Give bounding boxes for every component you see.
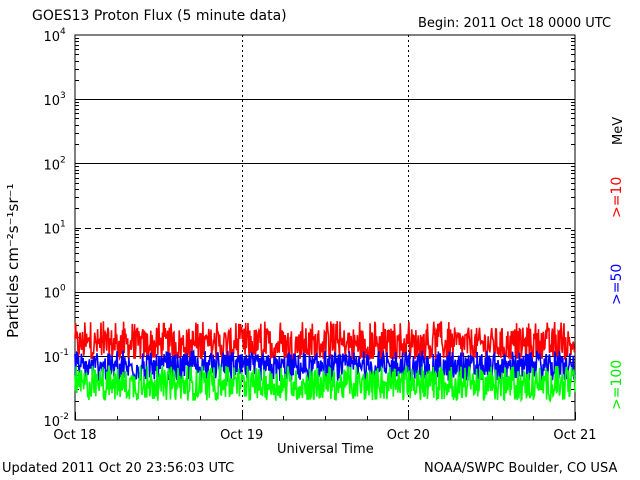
footer-updated: Updated 2011 Oct 20 23:56:03 UTC <box>2 461 235 476</box>
x-tick-labels: Oct 18 Oct 19 Oct 20 Oct 21 <box>53 428 596 443</box>
y-tick-exponent: -2 <box>60 412 69 422</box>
y-tick-label: 10 <box>43 158 60 173</box>
series-line-ge10 <box>74 321 576 362</box>
y-tick-label: 10 <box>43 94 60 109</box>
unit-label: MeV <box>611 116 626 145</box>
series-layer <box>74 321 576 403</box>
y-tick-label: 10 <box>43 351 60 366</box>
y-tick-label: 10 <box>43 30 60 45</box>
begin-label: Begin: 2011 Oct 18 0000 UTC <box>418 16 612 31</box>
x-tick-label: Oct 18 <box>53 428 96 443</box>
legend-series-10: >=10 <box>609 176 625 218</box>
y-tick-exponent: 2 <box>60 155 66 165</box>
y-tick-label: 10 <box>43 287 60 302</box>
x-tick-label: Oct 20 <box>387 428 430 443</box>
y-axis-label: Particles cm⁻²s⁻¹sr⁻¹ <box>4 183 22 338</box>
x-tick-label: Oct 19 <box>220 428 263 443</box>
chart-title: GOES13 Proton Flux (5 minute data) <box>32 8 287 24</box>
y-tick-label: 10 <box>43 415 60 430</box>
legend-series-50: >=50 <box>609 263 625 305</box>
y-tick-label: 10 <box>43 223 60 238</box>
y-tick-exponent: 4 <box>60 27 66 37</box>
y-tick-exponent: 3 <box>60 91 66 101</box>
x-axis-label: Universal Time <box>277 442 374 457</box>
y-tick-exponent: -1 <box>60 348 69 358</box>
y-tick-exponent: 1 <box>60 220 66 230</box>
footer-source: NOAA/SWPC Boulder, CO USA <box>424 461 618 476</box>
y-tick-exponent: 0 <box>60 284 66 294</box>
series-line-ge100 <box>74 363 576 403</box>
legend-series-100: >=100 <box>609 359 625 410</box>
x-tick-label: Oct 21 <box>553 428 596 443</box>
